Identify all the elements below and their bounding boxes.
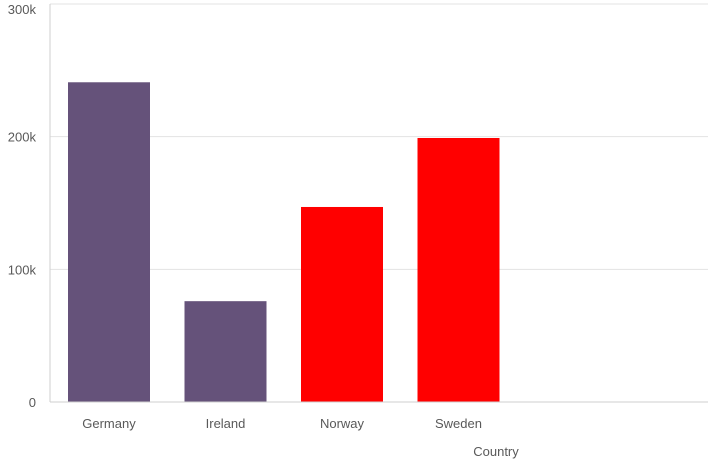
x-category-label: Sweden [435, 416, 482, 431]
x-axis-title: Country [473, 444, 519, 459]
bars [68, 82, 500, 403]
x-category-labels: Germany Ireland Norway Sweden [82, 416, 482, 431]
y-tick-labels: 0 100k 200k 300k [8, 2, 37, 410]
bar-sweden[interactable] [417, 137, 500, 402]
bar-norway[interactable] [301, 206, 383, 402]
y-tick-label: 300k [8, 2, 37, 17]
x-category-label: Norway [320, 416, 365, 431]
y-tick-label: 200k [8, 130, 37, 145]
bar-ireland[interactable] [184, 301, 267, 402]
x-category-label: Ireland [206, 416, 246, 431]
y-tick-label: 0 [29, 395, 36, 410]
x-category-label: Germany [82, 416, 136, 431]
bar-germany[interactable] [68, 82, 150, 403]
y-tick-label: 100k [8, 262, 37, 277]
